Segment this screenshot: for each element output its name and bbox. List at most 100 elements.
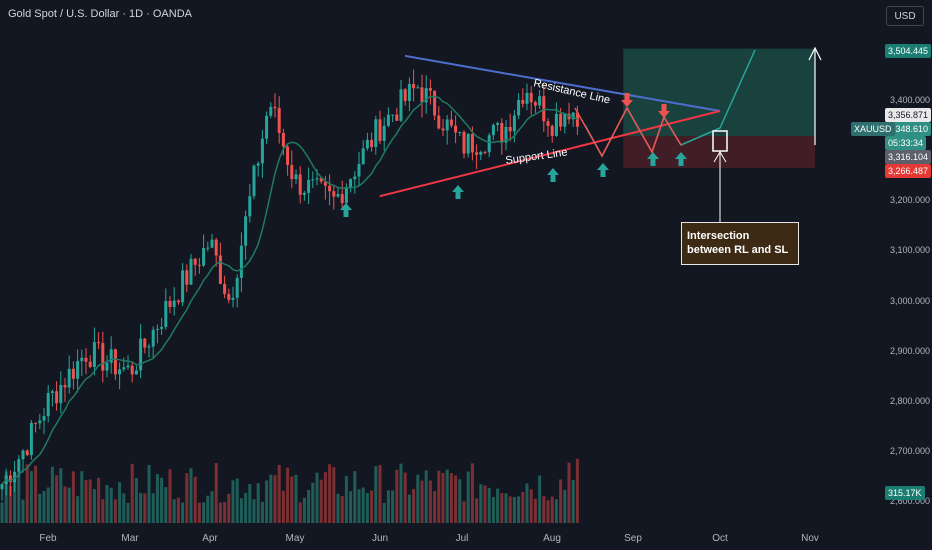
volume-bar <box>172 499 176 523</box>
candle <box>529 85 533 116</box>
volume-bar <box>244 492 248 523</box>
volume-bar <box>378 465 382 523</box>
candle <box>454 115 458 144</box>
volume-bar <box>504 493 508 523</box>
candle <box>554 102 558 137</box>
candle <box>252 164 256 200</box>
volume-bar <box>113 499 117 523</box>
projection-path-down[interactable] <box>574 106 682 158</box>
candle <box>71 361 75 390</box>
candle <box>475 144 479 169</box>
volume-bar <box>214 463 218 523</box>
candle <box>571 112 575 127</box>
volume-bar <box>563 489 567 523</box>
candle <box>172 287 176 316</box>
candle <box>399 79 403 123</box>
volume-bar <box>361 487 365 523</box>
candle <box>403 87 407 106</box>
candle <box>374 115 378 155</box>
volume-bar <box>55 475 59 523</box>
candle <box>370 132 374 152</box>
candle <box>139 324 143 379</box>
candle <box>428 79 432 105</box>
intersection-note: Intersection between RL and SL <box>681 222 799 265</box>
target-zone[interactable] <box>623 48 815 137</box>
volume-bar <box>168 469 172 523</box>
buy-marker <box>675 152 687 166</box>
support-line[interactable] <box>379 110 721 198</box>
sell-marker <box>658 104 670 118</box>
volume-bar <box>109 487 113 523</box>
volume-bar <box>88 479 92 523</box>
volume-bar <box>202 502 206 523</box>
volume-bar <box>63 486 67 523</box>
candle <box>391 114 395 123</box>
volume-bar <box>454 475 458 523</box>
target-price-label: 3,504.445 <box>885 44 932 58</box>
price-tick-label: 3,100.000 <box>890 245 931 256</box>
candle <box>420 74 424 118</box>
candle <box>466 133 470 158</box>
stop-price-label: 3,266.487 <box>885 164 932 178</box>
volume-bar <box>147 465 151 523</box>
volume-bar <box>491 497 495 523</box>
buy-marker <box>340 203 352 217</box>
candle <box>567 102 571 125</box>
candle <box>218 242 222 285</box>
volume-bar <box>391 490 395 523</box>
candle <box>46 385 50 423</box>
volume-bar <box>412 489 416 523</box>
volume-bar <box>353 471 357 523</box>
candle <box>361 140 365 165</box>
candle <box>349 178 353 193</box>
candle <box>231 286 235 308</box>
currency-selector[interactable]: USD <box>886 6 924 26</box>
candle <box>294 169 298 185</box>
candle <box>328 174 332 206</box>
volume-bar <box>122 493 126 523</box>
date-tick-label: Oct <box>712 533 728 544</box>
volume-bar <box>235 478 239 523</box>
candle <box>357 151 361 186</box>
volume-bar <box>197 502 201 523</box>
volume-bar <box>176 497 180 523</box>
candle <box>67 355 71 394</box>
volume-bar <box>575 458 579 523</box>
candle <box>235 274 239 308</box>
volume-bar <box>424 470 428 523</box>
volume-bar <box>25 464 29 523</box>
price-tick-label: 2,700.000 <box>890 445 931 456</box>
date-tick-label: Aug <box>543 533 561 544</box>
volume-bar <box>227 493 231 523</box>
candle <box>38 413 42 430</box>
candle <box>214 237 218 267</box>
volume-bar <box>428 480 432 523</box>
price-tick-label: 2,600.000 <box>890 496 931 506</box>
candle <box>437 106 441 130</box>
intersection-box[interactable] <box>712 130 728 152</box>
volume-bar <box>206 495 210 523</box>
volume-bar <box>273 475 277 523</box>
volume-bar <box>529 489 533 523</box>
candle <box>227 288 231 304</box>
volume-bar <box>416 474 420 523</box>
candle <box>323 175 327 200</box>
date-tick-label: Apr <box>202 533 218 544</box>
volume-bar <box>550 496 554 523</box>
candle <box>8 470 12 497</box>
candle <box>286 144 290 176</box>
candle <box>151 326 155 358</box>
resistance-line[interactable] <box>404 54 721 113</box>
volume-bar <box>17 472 21 523</box>
candle <box>550 124 554 143</box>
volume-bar <box>437 470 441 523</box>
candle <box>143 338 147 354</box>
volume-bar <box>307 489 311 523</box>
volume-bar <box>420 480 424 523</box>
candle <box>155 324 159 344</box>
candle <box>189 253 193 286</box>
candle <box>260 129 264 178</box>
volume-bar <box>160 477 164 523</box>
candle <box>344 183 348 207</box>
